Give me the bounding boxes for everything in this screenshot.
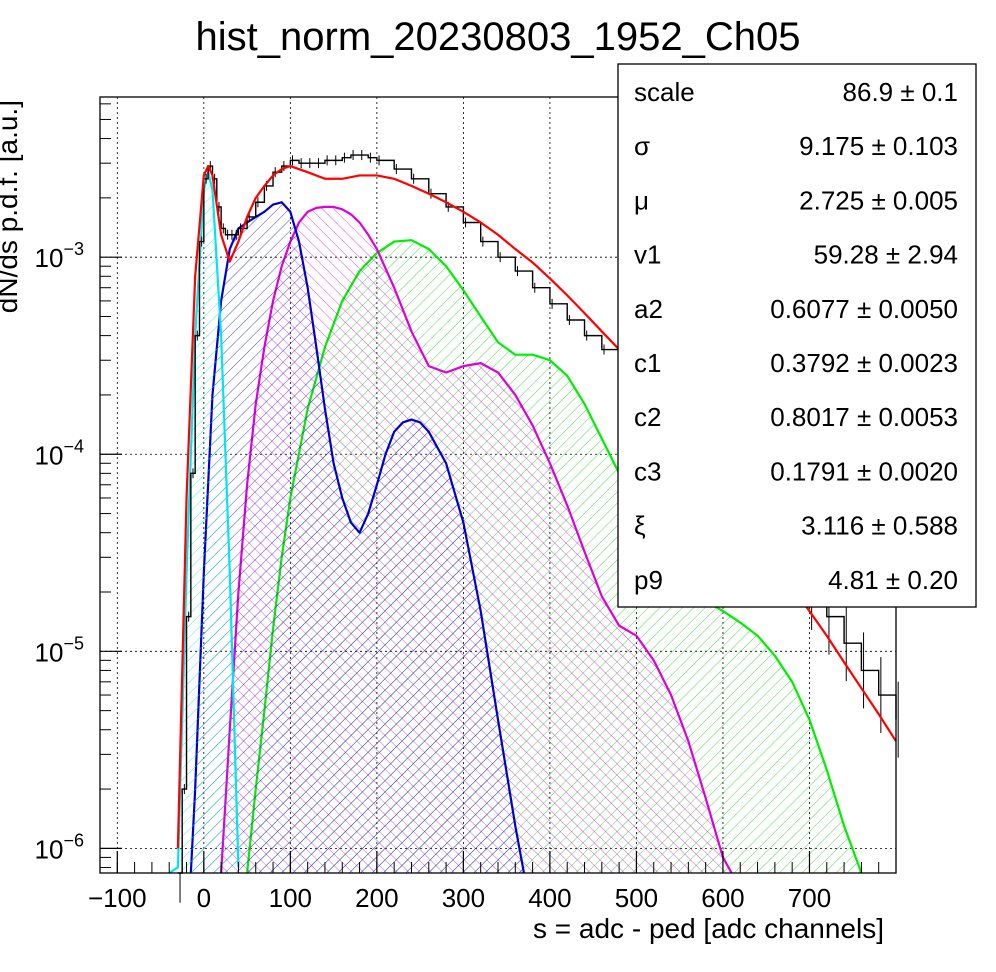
y-tick-label: 10−6 (35, 830, 84, 864)
component-fill (190, 202, 524, 873)
stat-value: 0.8017 ± 0.0053 (770, 402, 958, 432)
x-tick-label: 300 (442, 883, 485, 913)
stat-value: 59.28 ± 2.94 (814, 240, 958, 270)
stat-name: c2 (634, 402, 661, 432)
y-tick-label: 10−4 (35, 436, 84, 470)
stats-box: scale 86.9 ± 0.1 σ 9.175 ± 0.103 μ 2.725 ± 0.… (617, 63, 977, 608)
stat-name: ξ (634, 511, 646, 541)
stats-box-frame (617, 63, 977, 608)
x-axis-label: s = adc - ped [adc channels] (533, 913, 884, 944)
stat-name: c3 (634, 456, 661, 486)
stats-rows: scale 86.9 ± 0.1 σ 9.175 ± 0.103 μ 2.725 ± 0.… (634, 77, 958, 595)
stat-name: v1 (634, 240, 661, 270)
stat-value: 4.81 ± 0.20 (828, 565, 958, 595)
x-tick-label: 100 (269, 883, 312, 913)
y-axis-label: dN/ds p.d.f. [a.u.] (0, 100, 23, 313)
stat-value: 0.3792 ± 0.0023 (770, 348, 958, 378)
x-tick-label: 400 (528, 883, 571, 913)
stat-value: 3.116 ± 0.588 (801, 511, 958, 541)
y-tick-label: 10−5 (35, 633, 84, 667)
stat-name: σ (634, 131, 650, 161)
stat-value: 0.1791 ± 0.0020 (770, 456, 958, 486)
stat-name: a2 (634, 294, 663, 324)
y-tick-label: 10−3 (35, 239, 84, 273)
stat-value: 86.9 ± 0.1 (843, 77, 958, 107)
stat-name: scale (634, 77, 695, 107)
x-tick-label: −100 (88, 883, 147, 913)
x-tick-label: 500 (615, 883, 658, 913)
stat-value: 9.175 ± 0.103 (799, 131, 958, 161)
x-tick-label: 600 (701, 883, 744, 913)
stat-value: 2.725 ± 0.005 (799, 185, 958, 215)
stat-name: p9 (634, 565, 663, 595)
y-axis-ticks: 10−3 10−4 10−5 10−6 (35, 103, 122, 868)
stat-value: 0.6077 ± 0.0050 (770, 294, 958, 324)
x-axis-ticks: −100 0 100 200 300 400 500 600 700 (88, 851, 897, 913)
x-tick-label: 700 (788, 883, 831, 913)
component-curves (168, 171, 863, 874)
x-tick-label: 200 (355, 883, 398, 913)
x-tick-label: 0 (197, 883, 211, 913)
stat-name: c1 (634, 348, 661, 378)
chart-title: hist_norm_20230803_1952_Ch05 (196, 15, 801, 59)
stat-name: μ (634, 185, 649, 215)
